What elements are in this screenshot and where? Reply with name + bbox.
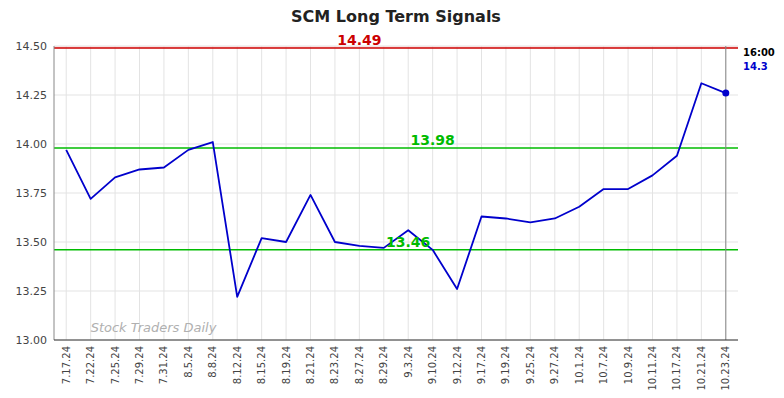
x-tick-label: 7.22.24 bbox=[85, 346, 96, 384]
y-tick-label: 13.25 bbox=[16, 285, 48, 298]
price-line bbox=[66, 83, 726, 297]
x-grid-line bbox=[334, 46, 335, 340]
x-grid-line bbox=[383, 46, 384, 340]
chart: SCM Long Term Signals 13.00 13.25 13.50 13.7… bbox=[0, 0, 784, 398]
y-tick-label: 14.50 bbox=[16, 40, 48, 53]
plot-area bbox=[54, 46, 738, 340]
x-tick-label: 7.25.24 bbox=[110, 346, 121, 384]
x-tick-label: 8.8.24 bbox=[207, 346, 218, 378]
x-grid-line bbox=[115, 46, 116, 340]
end-label: 16:00 bbox=[743, 47, 775, 58]
x-tick-label: 10.17.24 bbox=[671, 346, 682, 391]
title: SCM Long Term Signals bbox=[291, 7, 501, 26]
y-grid-line bbox=[54, 340, 738, 341]
x-tick-label: 9.10.24 bbox=[427, 346, 438, 384]
reference-line bbox=[54, 47, 738, 49]
x-grid-line bbox=[676, 46, 677, 340]
y-grid-line bbox=[54, 95, 738, 96]
x-tick-label: 8.23.24 bbox=[329, 346, 340, 384]
x-grid-line bbox=[212, 46, 213, 340]
x-grid-line bbox=[408, 46, 409, 340]
line-label: 14.49 bbox=[337, 32, 381, 48]
x-grid-line bbox=[554, 46, 555, 340]
x-tick-label: 10.11.24 bbox=[647, 346, 658, 391]
y-axis bbox=[54, 46, 55, 340]
x-grid-line bbox=[603, 46, 604, 340]
x-tick-label: 10.1.24 bbox=[574, 346, 585, 384]
x-grid-line bbox=[310, 46, 311, 340]
x-tick-label: 8.29.24 bbox=[378, 346, 389, 384]
x-grid-line bbox=[188, 46, 189, 340]
x-grid-line bbox=[286, 46, 287, 340]
x-tick-label: 9.12.24 bbox=[452, 346, 463, 384]
x-tick-label: 10.21.24 bbox=[696, 346, 707, 391]
x-tick-label: 8.19.24 bbox=[281, 346, 292, 384]
x-tick-label: 10.23.24 bbox=[720, 346, 731, 391]
x-grid-line bbox=[90, 46, 91, 340]
watermark: Stock Traders Daily bbox=[91, 320, 217, 335]
reference-line bbox=[54, 147, 738, 149]
end-label: 14.3 bbox=[743, 61, 768, 72]
x-tick-label: 7.31.24 bbox=[158, 346, 169, 384]
x-tick-label: 8.5.24 bbox=[183, 346, 194, 378]
x-grid-line bbox=[481, 46, 482, 340]
x-grid-line bbox=[432, 46, 433, 340]
y-grid-line bbox=[54, 144, 738, 145]
x-tick-label: 10.9.24 bbox=[623, 346, 634, 384]
x-tick-label: 9.19.24 bbox=[500, 346, 511, 384]
x-grid-line bbox=[579, 46, 580, 340]
line-label: 13.46 bbox=[386, 234, 430, 250]
y-tick-label: 14.25 bbox=[16, 89, 48, 102]
y-tick-label: 14.00 bbox=[16, 138, 48, 151]
x-tick-label: 10.7.24 bbox=[598, 346, 609, 384]
x-grid-line bbox=[139, 46, 140, 340]
x-tick-label: 8.27.24 bbox=[354, 346, 365, 384]
x-grid-line bbox=[530, 46, 531, 340]
x-axis bbox=[54, 340, 738, 341]
y-grid-line bbox=[54, 193, 738, 194]
x-grid-line bbox=[652, 46, 653, 340]
y-grid-line bbox=[54, 291, 738, 292]
x-tick-label: 7.17.24 bbox=[61, 346, 72, 384]
y-tick-label: 13.00 bbox=[16, 334, 48, 347]
grid bbox=[54, 46, 738, 340]
line-label: 13.98 bbox=[410, 132, 454, 148]
x-tick-label: 8.21.24 bbox=[305, 346, 316, 384]
x-grid-line bbox=[66, 46, 67, 340]
x-grid-line bbox=[701, 46, 702, 340]
last-point bbox=[722, 90, 729, 97]
x-tick-label: 9.27.24 bbox=[549, 346, 560, 384]
x-tick-label: 9.17.24 bbox=[476, 346, 487, 384]
y-tick-label: 13.75 bbox=[16, 187, 48, 200]
x-tick-label: 7.29.24 bbox=[134, 346, 145, 384]
x-grid-line bbox=[457, 46, 458, 340]
x-tick-label: 9.25.24 bbox=[525, 346, 536, 384]
x-tick-label: 8.15.24 bbox=[256, 346, 267, 384]
x-grid-line bbox=[505, 46, 506, 340]
shaded-band bbox=[54, 46, 738, 48]
y-tick-label: 13.50 bbox=[16, 236, 48, 249]
x-grid-line bbox=[359, 46, 360, 340]
x-tick-label: 9.3.24 bbox=[403, 346, 414, 378]
x-grid-line bbox=[261, 46, 262, 340]
x-grid-line bbox=[628, 46, 629, 340]
x-grid-line bbox=[163, 46, 164, 340]
x-tick-label: 8.12.24 bbox=[232, 346, 243, 384]
